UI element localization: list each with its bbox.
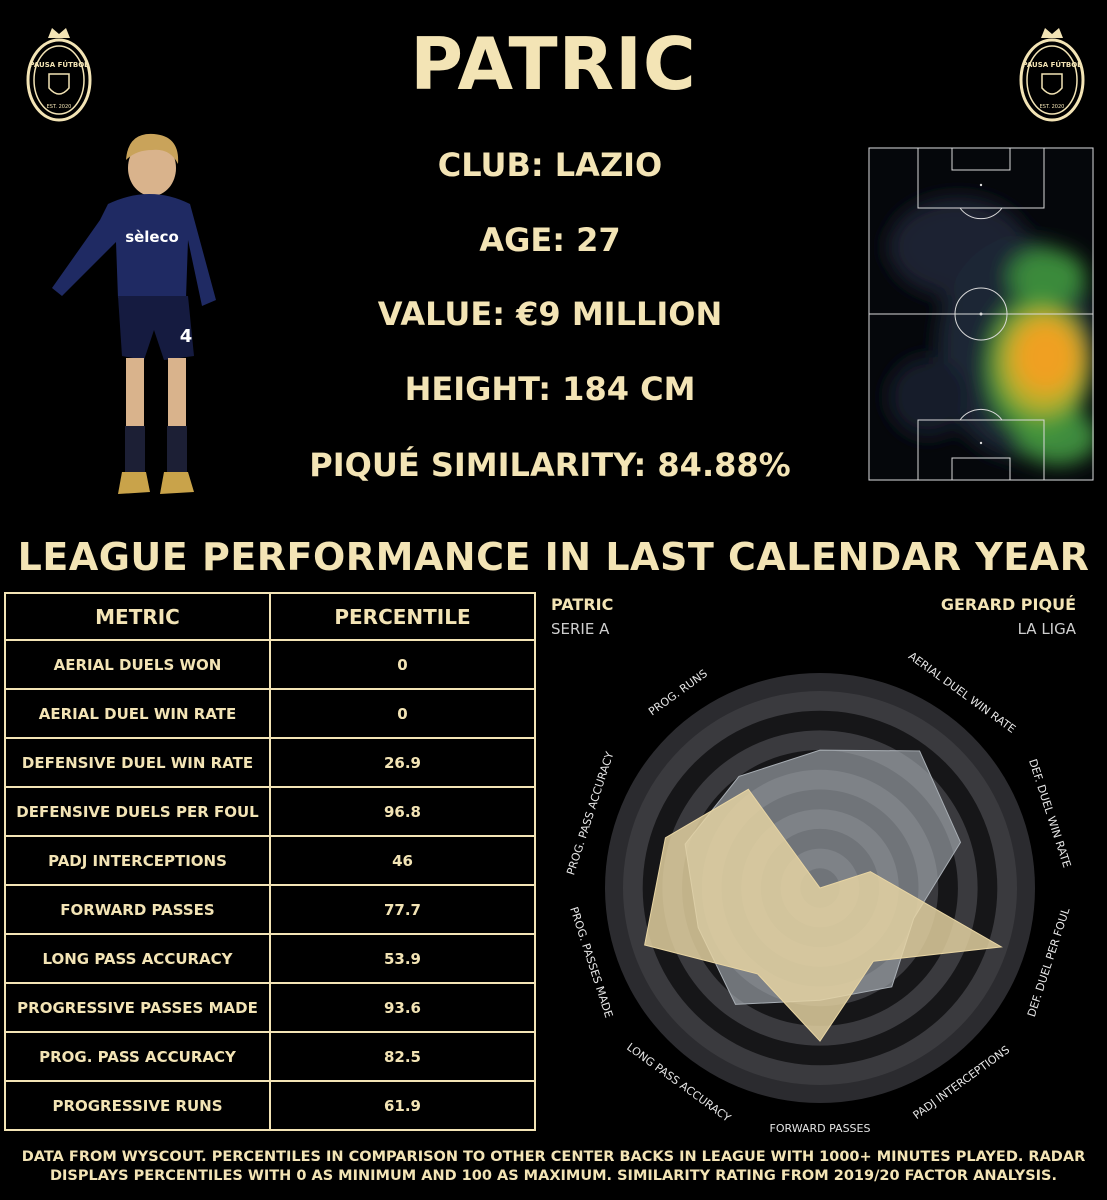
radar-comparison-league: LA LIGA bbox=[1017, 620, 1076, 638]
percentile-cell: 0 bbox=[269, 639, 536, 690]
radar-comparison-name: GERARD PIQUÉ bbox=[940, 595, 1076, 614]
radar-axis-label: FORWARD PASSES bbox=[770, 1122, 871, 1135]
table-row: PROG. PASS ACCURACY 82.5 bbox=[4, 1031, 536, 1082]
heat-blobs bbox=[888, 197, 1094, 465]
percentile-cell: 53.9 bbox=[269, 933, 536, 984]
percentile-cell: 82.5 bbox=[269, 1031, 536, 1082]
metric-cell: DEFENSIVE DUELS PER FOUL bbox=[4, 786, 271, 837]
percentile-cell: 0 bbox=[269, 688, 536, 739]
metric-cell: AERIAL DUELS WON bbox=[4, 639, 271, 690]
table-row: PROGRESSIVE PASSES MADE 93.6 bbox=[4, 982, 536, 1033]
percentile-cell: 77.7 bbox=[269, 884, 536, 935]
radar-axis-label: DEF. DUEL WIN RATE bbox=[1026, 757, 1073, 869]
pausa-futbol-logo-left: PAUSA FÚTBOL EST. 2020 bbox=[26, 28, 92, 122]
crown-icon bbox=[48, 28, 70, 38]
crown-icon bbox=[1041, 28, 1063, 38]
metric-cell: AERIAL DUEL WIN RATE bbox=[4, 688, 271, 739]
table-row: AERIAL DUEL WIN RATE 0 bbox=[4, 688, 536, 739]
percentile-cell: 26.9 bbox=[269, 737, 536, 788]
metric-cell: FORWARD PASSES bbox=[4, 884, 271, 935]
percentile-cell: 93.6 bbox=[269, 982, 536, 1033]
metric-cell: LONG PASS ACCURACY bbox=[4, 933, 271, 984]
table-row: AERIAL DUELS WON 0 bbox=[4, 639, 536, 690]
metric-column-header: METRIC bbox=[4, 592, 271, 641]
table-row: PROGRESSIVE RUNS 61.9 bbox=[4, 1080, 536, 1131]
shield-icon bbox=[48, 73, 70, 95]
percentile-cell: 96.8 bbox=[269, 786, 536, 837]
table-row: DEFENSIVE DUEL WIN RATE 26.9 bbox=[4, 737, 536, 788]
logo-est: EST. 2020 bbox=[1040, 104, 1065, 110]
radar-player-league: SERIE A bbox=[551, 620, 610, 638]
radar-chart: AERIAL DUELS WONAERIAL DUEL WIN RATEDEF.… bbox=[564, 650, 1073, 1135]
age-info: AGE: 27 bbox=[479, 221, 621, 259]
shirt-number: 4 bbox=[180, 326, 193, 347]
percentile-cell: 46 bbox=[269, 835, 536, 886]
position-heatmap bbox=[868, 147, 1094, 481]
height-info: HEIGHT: 184 CM bbox=[404, 370, 696, 408]
table-row: LONG PASS ACCURACY 53.9 bbox=[4, 933, 536, 984]
metric-cell: PROGRESSIVE PASSES MADE bbox=[4, 982, 271, 1033]
table-header-row: METRIC PERCENTILE bbox=[4, 592, 536, 641]
percentile-column-header: PERCENTILE bbox=[269, 592, 536, 641]
radar-axis-label: AERIAL DUELS WON bbox=[765, 650, 875, 653]
shield-icon bbox=[1041, 73, 1063, 95]
similarity-info: PIQUÉ SIMILARITY: 84.88% bbox=[309, 446, 791, 484]
value-info: VALUE: €9 MILLION bbox=[377, 295, 723, 333]
table-row: FORWARD PASSES 77.7 bbox=[4, 884, 536, 935]
metric-cell: PROGRESSIVE RUNS bbox=[4, 1080, 271, 1131]
logo-est: EST. 2020 bbox=[47, 104, 72, 110]
player-photo: sèleco 4 bbox=[52, 133, 216, 494]
logo-text: PAUSA FÚTBOL bbox=[29, 60, 89, 69]
table-row: DEFENSIVE DUELS PER FOUL 96.8 bbox=[4, 786, 536, 837]
table-row: PADJ INTERCEPTIONS 46 bbox=[4, 835, 536, 886]
pausa-futbol-logo-right: PAUSA FÚTBOL EST. 2020 bbox=[1019, 28, 1085, 122]
player-name-title: PATRIC bbox=[410, 22, 697, 106]
percentile-cell: 61.9 bbox=[269, 1080, 536, 1131]
radar-polygon-player bbox=[644, 788, 1003, 1042]
pitch-lines bbox=[868, 147, 1094, 481]
section-title: LEAGUE PERFORMANCE IN LAST CALENDAR YEAR bbox=[17, 535, 1090, 579]
radar-player-name: PATRIC bbox=[551, 595, 614, 614]
metrics-table: METRIC PERCENTILE AERIAL DUELS WON 0 AERI… bbox=[4, 592, 536, 1131]
metric-cell: DEFENSIVE DUEL WIN RATE bbox=[4, 737, 271, 788]
logo-text: PAUSA FÚTBOL bbox=[1022, 60, 1082, 69]
metric-cell: PROG. PASS ACCURACY bbox=[4, 1031, 271, 1082]
shirt-sponsor: sèleco bbox=[125, 228, 179, 246]
club-info: CLUB: LAZIO bbox=[437, 146, 663, 184]
footer-note: DATA FROM WYSCOUT. PERCENTILES IN COMPAR… bbox=[21, 1149, 1086, 1184]
metric-cell: PADJ INTERCEPTIONS bbox=[4, 835, 271, 886]
